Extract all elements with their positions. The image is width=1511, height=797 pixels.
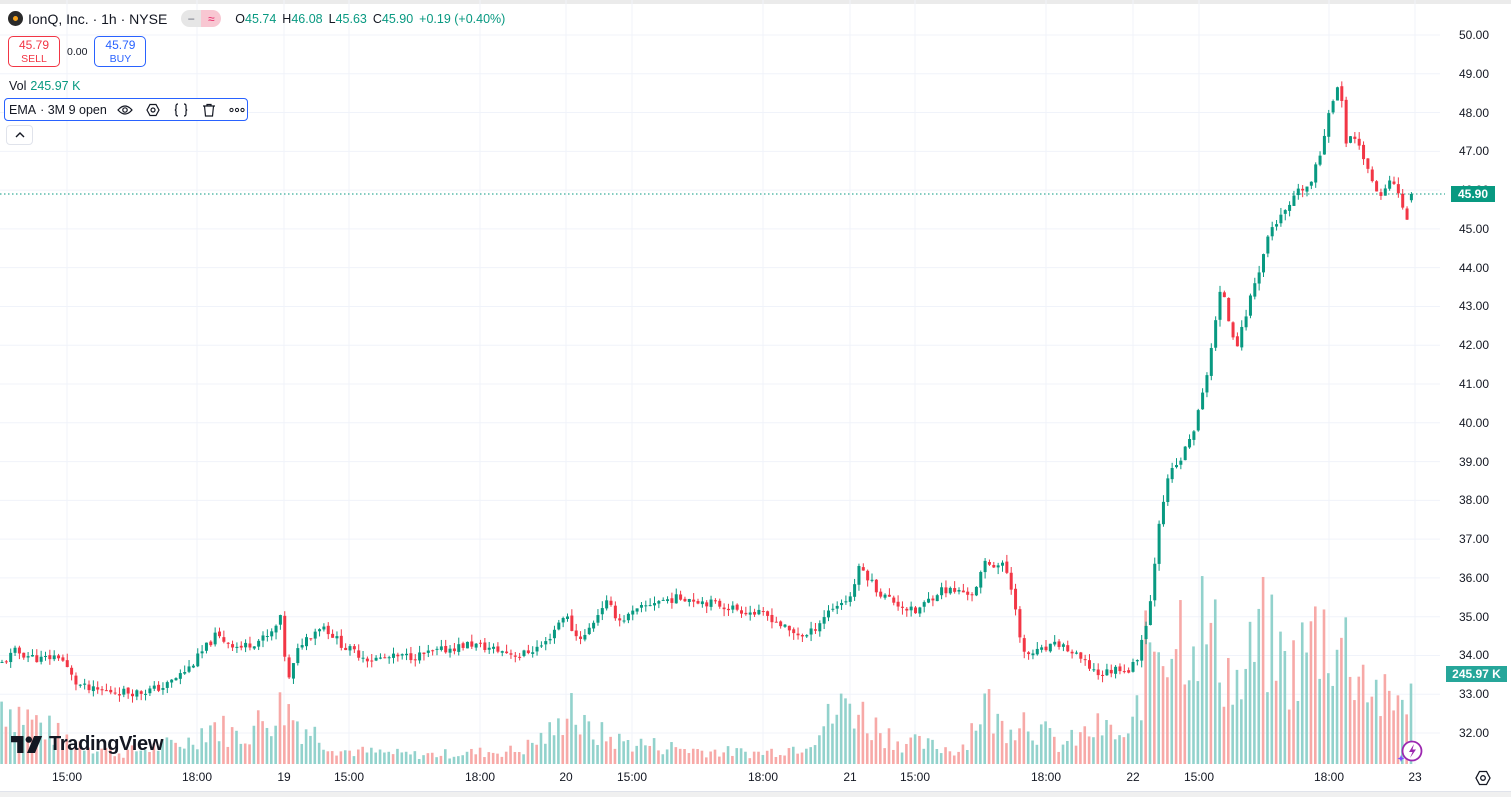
open-value: 45.74	[245, 11, 277, 26]
symbol-legend: IonQ, Inc. · 1h · NYSE − ≈ O45.74 H46.08…	[8, 10, 505, 27]
eye-icon[interactable]	[117, 102, 133, 118]
price-axis-label: 50.00	[1459, 28, 1490, 42]
price-axis-label: 35.00	[1459, 609, 1490, 624]
volume-legend[interactable]: Vol 245.97 K	[9, 79, 80, 93]
price-axis-label: 43.00	[1459, 299, 1490, 314]
ohlc-values: O45.74 H46.08 L45.63 C45.90 +0.19 (+0.40…	[235, 11, 506, 26]
time-axis-label: 21	[843, 770, 857, 784]
price-axis-label: 34.00	[1459, 648, 1490, 663]
tradingview-logo[interactable]: TradingView	[11, 733, 163, 756]
time-axis-label: 23	[1408, 770, 1422, 784]
market-status-pill[interactable]: − ≈	[181, 10, 222, 27]
time-axis-label: 15:00	[1183, 770, 1215, 784]
price-axis-label: 42.00	[1459, 338, 1490, 353]
ema-indicator-legend[interactable]: EMA · 3M 9 open	[4, 98, 248, 121]
more-icon[interactable]	[229, 102, 245, 118]
time-axis-label: 18:00	[747, 770, 779, 784]
price-axis-label: 39.00	[1459, 454, 1490, 469]
buy-button[interactable]: 45.79 BUY	[94, 36, 147, 67]
window-bottom-strip	[0, 791, 1511, 797]
ema-params: · 3M 9 open	[40, 102, 107, 117]
price-axis-label: 40.00	[1459, 415, 1490, 430]
time-axis-label: 15:00	[899, 770, 931, 784]
price-axis-label: 32.00	[1459, 726, 1490, 741]
price-axis-label: 38.00	[1459, 493, 1490, 508]
sell-button[interactable]: 45.79 SELL	[8, 36, 60, 67]
chevron-up-icon	[15, 132, 24, 138]
volume-value: 245.97 K	[30, 79, 81, 93]
time-axis-label: 18:00	[1030, 770, 1062, 784]
high-value: 46.08	[291, 11, 323, 26]
close-value: 45.90	[381, 11, 414, 26]
volume-label: Vol	[9, 79, 27, 93]
trash-icon[interactable]	[201, 102, 217, 118]
price-axis-label: 45.00	[1459, 221, 1490, 236]
time-axis-label: 18:00	[181, 770, 213, 784]
settings-icon	[1475, 770, 1491, 786]
change-value: +0.19 (+0.40%)	[419, 11, 506, 26]
tradingview-logo-text: TradingView	[49, 733, 164, 755]
time-axis-label: 15:00	[333, 770, 365, 784]
time-axis-label: 18:00	[1313, 770, 1345, 784]
spread-value: 0.00	[67, 45, 88, 58]
current-volume-tag: 245.97 K	[1446, 666, 1507, 682]
price-axis-label: 48.00	[1459, 105, 1490, 120]
collapse-legend-button[interactable]	[6, 125, 33, 145]
symbol-title[interactable]: IonQ, Inc. · 1h · NYSE	[28, 10, 168, 27]
time-axis-label: 18:00	[464, 770, 496, 784]
time-axis-label: 19	[277, 770, 291, 784]
price-axis-label: 47.00	[1459, 144, 1490, 159]
lightning-icon	[1397, 740, 1423, 762]
price-axis-label: 41.00	[1459, 377, 1490, 392]
sell-price: 45.79	[18, 37, 50, 52]
current-price-tag: 45.90	[1451, 186, 1495, 202]
approx-icon: ≈	[201, 10, 222, 27]
sell-label: SELL	[21, 52, 47, 65]
price-axis-label: 49.00	[1459, 66, 1490, 81]
chart-settings-button[interactable]	[1474, 769, 1492, 787]
time-axis-label: 15:00	[616, 770, 648, 784]
time-axis-label: 20	[559, 770, 573, 784]
time-axis-label: 22	[1126, 770, 1140, 784]
buy-price: 45.79	[105, 37, 136, 52]
time-axis-label: 15:00	[51, 770, 83, 784]
quick-action-button[interactable]	[1397, 740, 1423, 764]
trade-buttons: 45.79 SELL 0.00 45.79 BUY	[8, 36, 147, 67]
price-axis-label: 44.00	[1459, 260, 1490, 275]
price-axis-label: 36.00	[1459, 570, 1490, 585]
minus-icon: −	[181, 10, 202, 27]
price-axis-label: 37.00	[1459, 532, 1490, 547]
ema-name: EMA	[9, 102, 37, 117]
buy-label: BUY	[109, 52, 132, 65]
price-axis-label: 33.00	[1459, 687, 1490, 702]
tradingview-logo-icon	[11, 736, 43, 753]
low-value: 45.63	[335, 11, 367, 26]
ionq-logo-icon	[8, 11, 23, 26]
window-top-strip	[0, 0, 1511, 4]
source-code-icon[interactable]	[173, 102, 189, 118]
settings-icon[interactable]	[145, 102, 161, 118]
